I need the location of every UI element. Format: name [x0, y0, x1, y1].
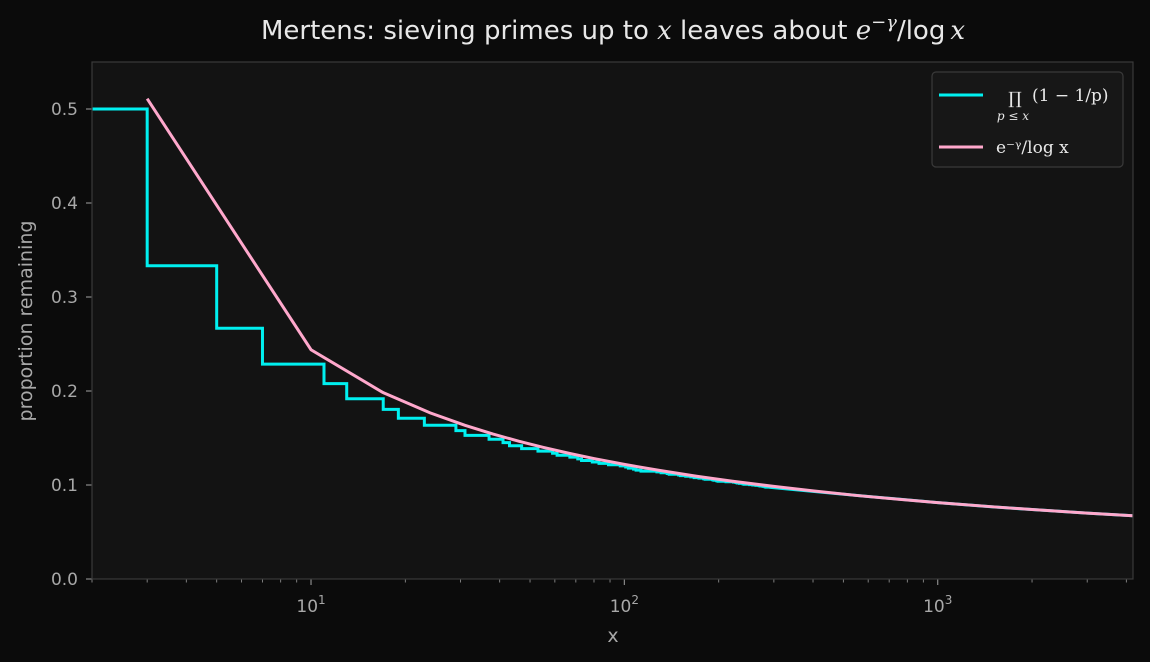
- legend: ∏ p ≤ x (1 − 1/p) e⁻ᵞ/log x: [931, 71, 1124, 168]
- legend-product-symbol: ∏: [1008, 89, 1022, 109]
- x-axis: 101 102 103: [91, 579, 1127, 617]
- legend-mertens-label: e⁻ᵞ/log x: [996, 138, 1069, 158]
- y-tick-label: 0.1: [51, 476, 78, 496]
- x-axis-label: x: [607, 625, 618, 647]
- x-tick-label: 102: [610, 593, 639, 617]
- y-tick-label: 0.2: [51, 382, 78, 402]
- legend-product-label: (1 − 1/p): [1032, 86, 1109, 106]
- y-axis-label: proportion remaining: [15, 221, 37, 422]
- y-tick-label: 0.3: [51, 288, 78, 308]
- x-tick-label: 103: [923, 593, 952, 617]
- series-layer: [92, 97, 1133, 518]
- legend-product-subscript: p ≤ x: [997, 109, 1029, 123]
- chart-title: Mertens: sieving primes up to x leaves a…: [261, 12, 965, 46]
- y-axis: 0.0 0.1 0.2 0.3 0.4 0.5: [51, 100, 92, 590]
- y-tick-label: 0.5: [51, 100, 78, 120]
- y-tick-label: 0.0: [51, 570, 78, 590]
- y-tick-label: 0.4: [51, 194, 78, 214]
- series-line-mertens: [145, 97, 1133, 518]
- plot-frame: [91, 61, 1134, 580]
- x-tick-label: 101: [296, 593, 325, 617]
